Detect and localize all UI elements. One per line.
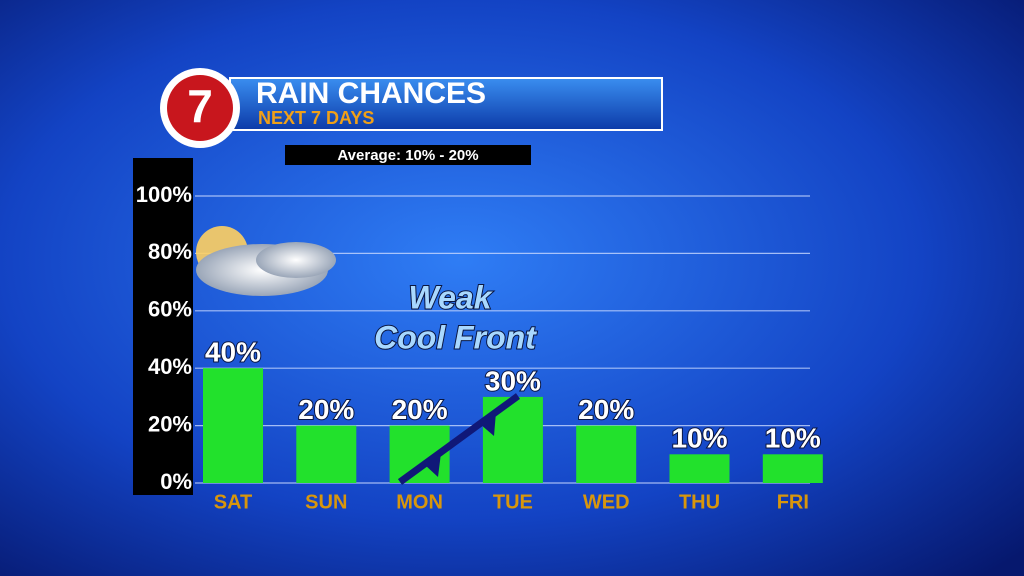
annotation: Cool Front	[374, 319, 537, 355]
subtitle: NEXT 7 DAYS	[258, 108, 374, 128]
y-tick-label: 60%	[148, 297, 192, 322]
y-tick-label: 20%	[148, 411, 192, 436]
bar	[203, 368, 263, 483]
logo-text: 7	[187, 80, 213, 132]
logo	[167, 75, 233, 141]
title-banner	[229, 77, 663, 131]
axis-panel	[133, 158, 193, 495]
y-tick-label: 0%	[160, 469, 192, 494]
x-tick-label: THU	[679, 491, 720, 513]
bar	[482, 396, 543, 483]
value-label: 40%	[205, 337, 261, 368]
x-tick-label: SAT	[214, 491, 253, 513]
value-label: 20%	[578, 394, 634, 425]
y-tick-label: 40%	[148, 354, 192, 379]
value-label: 30%	[485, 365, 541, 396]
x-tick-label: FRI	[777, 491, 809, 513]
bar	[576, 425, 637, 483]
bar	[669, 454, 730, 483]
y-tick-label: 80%	[148, 239, 192, 264]
weather-icon	[196, 226, 336, 296]
average-box	[285, 145, 531, 165]
value-label: 10%	[765, 423, 821, 454]
average: Average: 10% - 20%	[337, 147, 478, 164]
title: RAIN CHANCES	[256, 77, 486, 110]
value-label: 20%	[298, 394, 354, 425]
value-label: 10%	[671, 423, 727, 454]
annotation: Weak	[408, 279, 493, 315]
x-tick-label: SUN	[305, 491, 347, 513]
value-label: 20%	[392, 394, 448, 425]
x-tick-label: MON	[396, 491, 443, 513]
x-tick-label: TUE	[493, 491, 533, 513]
bar	[762, 454, 823, 483]
x-tick-label: WED	[583, 491, 630, 513]
cold-front	[397, 393, 521, 485]
bar	[296, 425, 357, 483]
y-tick-label: 100%	[136, 182, 192, 207]
